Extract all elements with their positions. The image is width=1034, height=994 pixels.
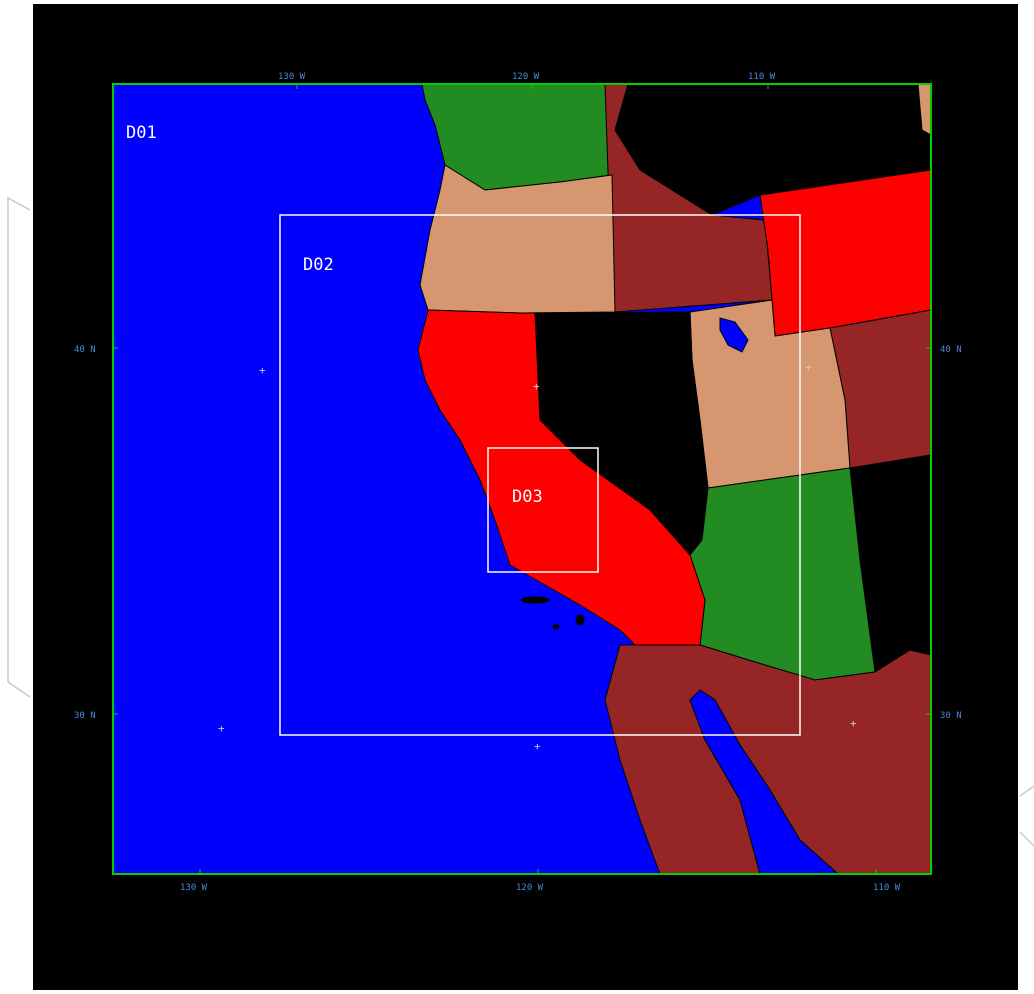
domain-label-d01: D01 bbox=[126, 123, 157, 143]
region-oregon bbox=[419, 164, 616, 314]
top-tick-130w: 130 W bbox=[278, 72, 306, 82]
map-frame bbox=[112, 83, 932, 875]
right-tick-40n: 40 N bbox=[940, 345, 962, 355]
svg-text:+: + bbox=[850, 717, 857, 730]
map-canvas: D01 D02 D03 + + + + + + 130 W 120 W 110 … bbox=[33, 4, 1018, 990]
region-utah bbox=[689, 299, 851, 489]
region-california bbox=[417, 309, 706, 651]
svg-text:+: + bbox=[259, 364, 266, 377]
domain-d03-box bbox=[487, 447, 599, 573]
grid-markers: + + + + + + bbox=[218, 361, 857, 753]
top-tick-110w: 110 W bbox=[748, 72, 776, 82]
left-tick-40n: 40 N bbox=[74, 345, 96, 355]
great-salt-lake bbox=[719, 317, 749, 353]
domain-label-d03: D03 bbox=[512, 487, 543, 507]
gulf-of-california bbox=[689, 689, 839, 874]
bottom-tick-130w: 130 W bbox=[180, 883, 208, 893]
svg-text:+: + bbox=[534, 740, 541, 753]
svg-text:+: + bbox=[805, 361, 812, 374]
top-tick-120w: 120 W bbox=[512, 72, 540, 82]
region-northeast-tan bbox=[917, 84, 931, 136]
svg-text:+: + bbox=[218, 722, 225, 735]
domain-d02-box bbox=[279, 214, 801, 736]
region-wyoming bbox=[759, 169, 931, 337]
right-tick-30n: 30 N bbox=[940, 711, 962, 721]
domain-map: D01 D02 D03 + + + + + + 130 W 120 W 110 … bbox=[74, 72, 962, 893]
tick-marks bbox=[113, 84, 931, 874]
svg-text:+: + bbox=[533, 380, 540, 393]
region-arizona bbox=[689, 467, 876, 681]
left-tick-30n: 30 N bbox=[74, 711, 96, 721]
bottom-tick-110w: 110 W bbox=[873, 883, 901, 893]
domain-label-d02: D02 bbox=[303, 255, 334, 275]
channel-islands bbox=[520, 596, 585, 630]
bottom-tick-120w: 120 W bbox=[516, 883, 544, 893]
